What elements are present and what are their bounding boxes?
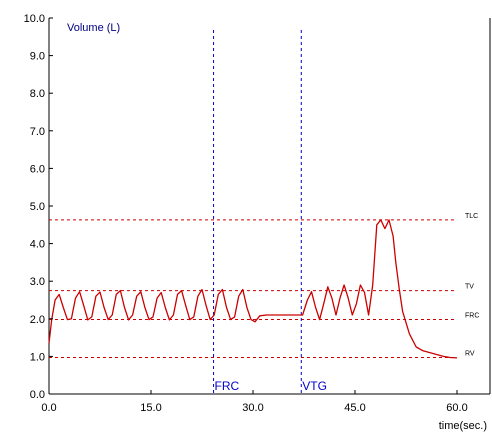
- y-tick-label: 1.0: [30, 351, 45, 363]
- x-tick-label: 30.0: [242, 402, 263, 414]
- y-tick-label: 3.0: [30, 276, 45, 288]
- reference-label-tv: TV: [465, 284, 474, 291]
- reference-label-tlc: TLC: [465, 213, 478, 220]
- y-tick-label: 0.0: [30, 389, 45, 401]
- y-tick-label: 4.0: [30, 239, 45, 251]
- y-tick-label: 2.0: [30, 314, 45, 326]
- y-tick-label: 10.0: [24, 13, 45, 25]
- x-tick-label: 0.0: [41, 402, 56, 414]
- y-tick-label: 8.0: [30, 88, 45, 100]
- y-axis-ticks: 0.0 1.0 2.0 3.0 4.0 5.0 6.0 7.0 8.0 9.0 10.0: [24, 13, 53, 401]
- y-tick-label: 5.0: [30, 201, 45, 213]
- x-axis-ticks: 0.0 15.0 30.0 45.0 60.0: [41, 390, 468, 414]
- x-tick-label: 60.0: [446, 402, 467, 414]
- x-tick-label: 45.0: [344, 402, 365, 414]
- x-axis-label: time(sec.): [439, 420, 487, 432]
- marker-lines: FRC VTG: [213, 30, 327, 394]
- plot-frame: [48, 18, 491, 395]
- reference-label-rv: RV: [465, 351, 475, 358]
- marker-label-vtg: VTG: [302, 379, 327, 393]
- y-tick-label: 9.0: [30, 51, 45, 63]
- series-layer: [48, 219, 458, 359]
- series-line: [48, 219, 458, 359]
- reference-lines: TLC TV FRC RV: [49, 213, 479, 359]
- y-tick-label: 6.0: [30, 163, 45, 175]
- marker-label-frc: FRC: [215, 379, 240, 393]
- y-tick-label: 7.0: [30, 126, 45, 138]
- y-axis-label: Volume (L): [67, 22, 120, 34]
- x-tick-label: 15.0: [140, 402, 161, 414]
- reference-label-frc: FRC: [465, 313, 479, 320]
